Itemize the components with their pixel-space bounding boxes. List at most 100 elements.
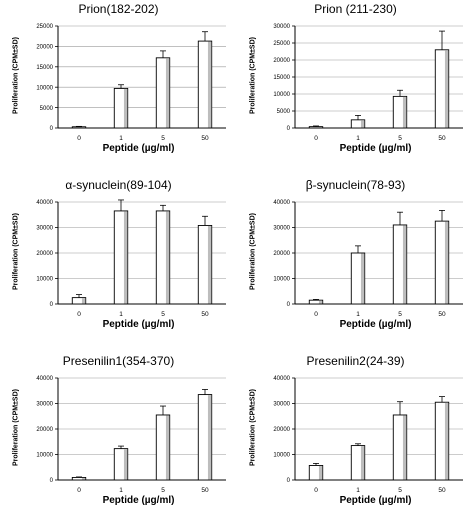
bar-shade bbox=[444, 221, 449, 304]
y-tick-label: 0 bbox=[50, 126, 54, 132]
x-tick-label: 50 bbox=[438, 487, 446, 494]
y-tick-label: 0 bbox=[287, 302, 291, 308]
bar-shade bbox=[402, 415, 407, 480]
x-tick-label: 5 bbox=[161, 487, 165, 494]
y-tick-label: 40000 bbox=[273, 200, 290, 206]
x-tick-label: 1 bbox=[356, 311, 360, 318]
x-tick-label: 50 bbox=[438, 135, 446, 142]
bar-shade bbox=[207, 395, 212, 480]
x-tick-label: 0 bbox=[77, 487, 81, 494]
x-tick-label: 1 bbox=[119, 311, 123, 318]
x-axis-label: Peptide (µg/ml) bbox=[102, 143, 175, 154]
bar-shade bbox=[402, 225, 407, 304]
y-tick-label: 20000 bbox=[36, 251, 53, 257]
y-tick-label: 10000 bbox=[273, 92, 290, 98]
chart-title: α-synuclein(89-104) bbox=[65, 178, 172, 192]
x-tick-label: 5 bbox=[161, 311, 165, 318]
x-tick-label: 1 bbox=[119, 487, 123, 494]
chart-svg: 0 5000 10000 15000 20000 25000 0 1 5 50 bbox=[36, 24, 226, 142]
bar-shade bbox=[81, 298, 86, 304]
chart-svg: 0 10000 20000 30000 40000 0 1 5 50 bbox=[36, 199, 226, 318]
bar-shade bbox=[444, 402, 449, 480]
x-tick-label: 0 bbox=[77, 135, 81, 142]
bar-shade bbox=[360, 253, 365, 304]
y-tick-label: 0 bbox=[287, 126, 291, 132]
bar-shade bbox=[318, 300, 323, 304]
bar-shade bbox=[360, 446, 365, 480]
y-tick-label: 40000 bbox=[273, 376, 290, 382]
chart-svg: 0 10000 20000 30000 40000 0 1 5 50 bbox=[273, 376, 463, 494]
bar-shade bbox=[318, 465, 323, 480]
chart-panel-2: 0 5000 10000 15000 20000 25000 30000 0 1 5 50 Prion… bbox=[237, 0, 474, 176]
chart-panel-6: 0 10000 20000 30000 40000 0 1 5 50 Presenilin2(24… bbox=[237, 352, 474, 528]
bar-shade bbox=[402, 96, 407, 128]
x-tick-label: 5 bbox=[161, 135, 165, 142]
x-tick-label: 5 bbox=[398, 311, 402, 318]
y-tick-label: 5000 bbox=[40, 106, 54, 112]
x-tick-label: 1 bbox=[356, 135, 360, 142]
chart-svg: 0 10000 20000 30000 40000 0 1 5 50 bbox=[36, 376, 226, 494]
y-tick-label: 20000 bbox=[273, 58, 290, 64]
bar-shade bbox=[207, 41, 212, 128]
x-axis-label: Peptide (µg/ml) bbox=[339, 319, 412, 330]
x-axis-label: Peptide (µg/ml) bbox=[102, 495, 175, 506]
bar-shade bbox=[123, 211, 128, 304]
x-tick-label: 50 bbox=[201, 135, 209, 142]
y-tick-label: 25000 bbox=[273, 41, 290, 47]
y-axis-label: Proliferation (CPM±SD) bbox=[249, 37, 257, 114]
y-tick-label: 20000 bbox=[36, 427, 53, 433]
x-tick-label: 1 bbox=[356, 487, 360, 494]
chart-title: β-synuclein(78-93) bbox=[305, 178, 406, 192]
y-axis-label: Proliferation (CPM±SD) bbox=[249, 213, 257, 290]
bar-shade bbox=[165, 58, 170, 128]
y-tick-label: 5000 bbox=[277, 109, 291, 115]
chart-title: Presenilin2(24-39) bbox=[306, 354, 405, 368]
y-axis-label: Proliferation (CPM±SD) bbox=[12, 37, 20, 114]
x-tick-label: 0 bbox=[314, 487, 318, 494]
x-tick-label: 50 bbox=[201, 311, 209, 318]
x-tick-label: 0 bbox=[314, 311, 318, 318]
y-tick-label: 30000 bbox=[36, 226, 53, 232]
chart-title: Presenilin1(354-370) bbox=[62, 354, 175, 368]
chart-panel-1: 0 5000 10000 15000 20000 25000 0 1 5 50 Prion(182-… bbox=[0, 0, 237, 176]
y-tick-label: 30000 bbox=[273, 226, 290, 232]
y-tick-label: 0 bbox=[287, 478, 291, 484]
y-tick-label: 10000 bbox=[36, 85, 53, 91]
y-tick-label: 20000 bbox=[273, 427, 290, 433]
chart-panel-3: 0 10000 20000 30000 40000 0 1 5 50 α-synuclein(89… bbox=[0, 176, 237, 352]
bar-shade bbox=[165, 211, 170, 304]
bar-shade bbox=[123, 449, 128, 480]
y-tick-label: 30000 bbox=[273, 24, 290, 30]
y-tick-label: 0 bbox=[50, 478, 54, 484]
bar-shade bbox=[360, 120, 365, 128]
chart-panel-5: 0 10000 20000 30000 40000 0 1 5 50 Presenilin1(35… bbox=[0, 352, 237, 528]
x-tick-label: 1 bbox=[119, 135, 123, 142]
y-tick-label: 10000 bbox=[273, 277, 290, 283]
x-tick-label: 5 bbox=[398, 487, 402, 494]
y-tick-label: 10000 bbox=[273, 453, 290, 459]
y-tick-label: 20000 bbox=[36, 45, 53, 51]
x-tick-label: 5 bbox=[398, 135, 402, 142]
bar-shade bbox=[165, 415, 170, 480]
x-tick-label: 50 bbox=[438, 311, 446, 318]
x-axis-label: Peptide (µg/ml) bbox=[102, 319, 175, 330]
y-tick-label: 15000 bbox=[273, 75, 290, 81]
y-tick-label: 40000 bbox=[36, 376, 53, 382]
y-axis-label: Proliferation (CPM±SD) bbox=[12, 389, 20, 466]
y-tick-label: 10000 bbox=[36, 277, 53, 283]
chart-title: Prion(182-202) bbox=[78, 2, 159, 16]
y-tick-label: 20000 bbox=[273, 251, 290, 257]
y-tick-label: 15000 bbox=[36, 65, 53, 71]
y-tick-label: 30000 bbox=[36, 402, 53, 408]
chart-svg: 0 5000 10000 15000 20000 25000 30000 0 1 5 50 bbox=[273, 24, 463, 142]
bar-shade bbox=[123, 88, 128, 128]
y-tick-label: 40000 bbox=[36, 200, 53, 206]
y-tick-label: 0 bbox=[50, 302, 54, 308]
x-tick-label: 50 bbox=[201, 487, 209, 494]
bar-shade bbox=[207, 225, 212, 304]
bar-shade bbox=[81, 477, 86, 480]
bar bbox=[71, 476, 87, 481]
y-tick-label: 25000 bbox=[36, 24, 53, 30]
y-tick-label: 10000 bbox=[36, 453, 53, 459]
x-axis-label: Peptide (µg/ml) bbox=[339, 143, 412, 154]
